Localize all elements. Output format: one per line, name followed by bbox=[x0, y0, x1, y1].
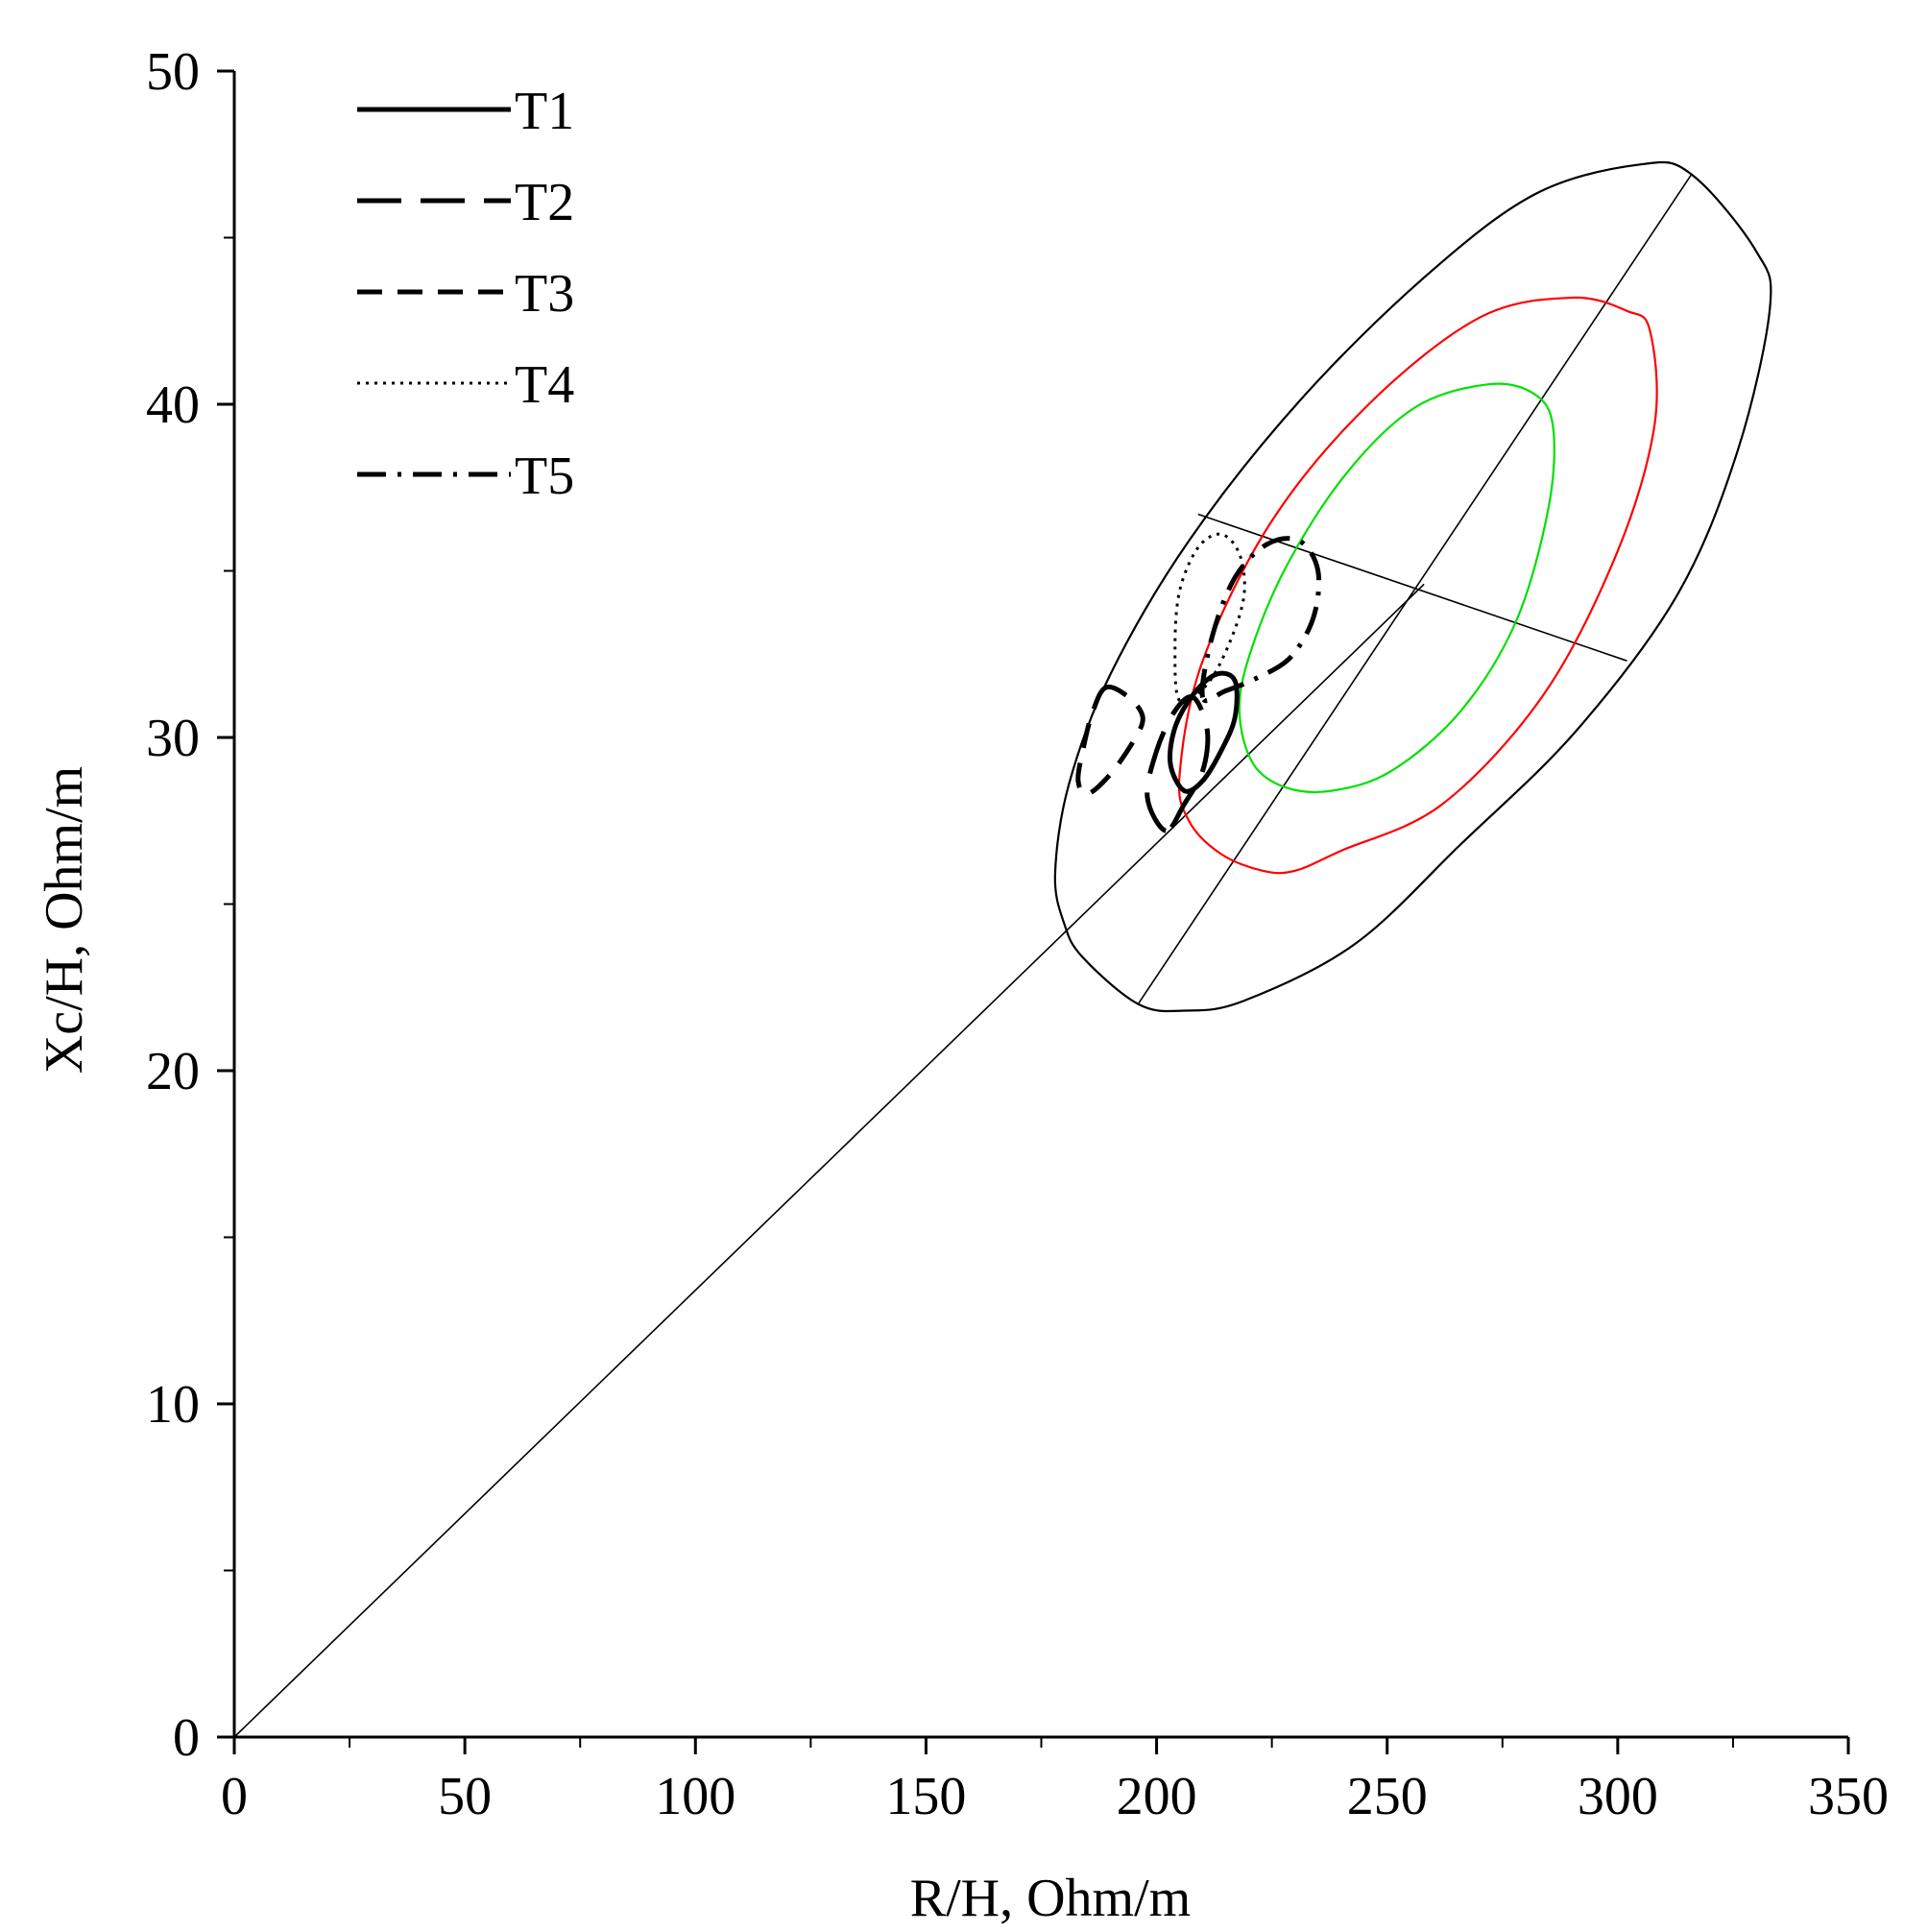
reference-line-minor-axis bbox=[1197, 513, 1627, 662]
axes: 0 50 100 150 200 250 300 350 0 10 20 30 40 50 bbox=[146, 42, 1889, 1826]
x-tick-label: 300 bbox=[1578, 1767, 1658, 1826]
y-tick-label: 30 bbox=[146, 709, 200, 768]
x-tick-label: 50 bbox=[438, 1767, 492, 1826]
series-t5 bbox=[1199, 536, 1322, 704]
series-t4 bbox=[1173, 532, 1246, 704]
reference-line-major-axis bbox=[1137, 174, 1693, 1005]
series-t1 bbox=[1168, 670, 1240, 794]
x-tick-label: 0 bbox=[221, 1767, 248, 1826]
y-tick-label: 20 bbox=[146, 1042, 200, 1101]
y-tick-label: 50 bbox=[146, 42, 200, 102]
x-tick-label: 200 bbox=[1117, 1767, 1197, 1826]
ellipse-outer bbox=[1053, 160, 1772, 1013]
ellipse-red bbox=[1177, 296, 1658, 875]
legend: T1 T2 T3 T4 T5 bbox=[357, 82, 574, 506]
x-tick-label: 100 bbox=[655, 1767, 735, 1826]
legend-label-t4: T4 bbox=[515, 355, 574, 415]
series-t3 bbox=[1075, 684, 1145, 797]
reference-lines bbox=[233, 174, 1693, 1738]
y-tick-label: 40 bbox=[146, 375, 200, 435]
legend-label-t2: T2 bbox=[515, 173, 574, 232]
ellipse-green bbox=[1238, 382, 1555, 794]
legend-label-t3: T3 bbox=[515, 264, 574, 324]
x-tick-label: 150 bbox=[885, 1767, 966, 1826]
x-tick-label: 350 bbox=[1808, 1767, 1889, 1826]
x-tick-label: 250 bbox=[1347, 1767, 1428, 1826]
reference-line-diagonal bbox=[233, 583, 1425, 1738]
y-tick-label: 0 bbox=[173, 1708, 200, 1768]
legend-label-t1: T1 bbox=[515, 82, 574, 141]
y-tick-label: 10 bbox=[146, 1375, 200, 1435]
x-axis-label: R/H, Ohm/m bbox=[910, 1869, 1191, 1928]
series-curves bbox=[1075, 532, 1322, 833]
ellipse-contours bbox=[1053, 160, 1772, 1013]
legend-label-t5: T5 bbox=[515, 447, 574, 506]
y-axis-label: Xc/H, Ohm/m bbox=[35, 766, 94, 1074]
